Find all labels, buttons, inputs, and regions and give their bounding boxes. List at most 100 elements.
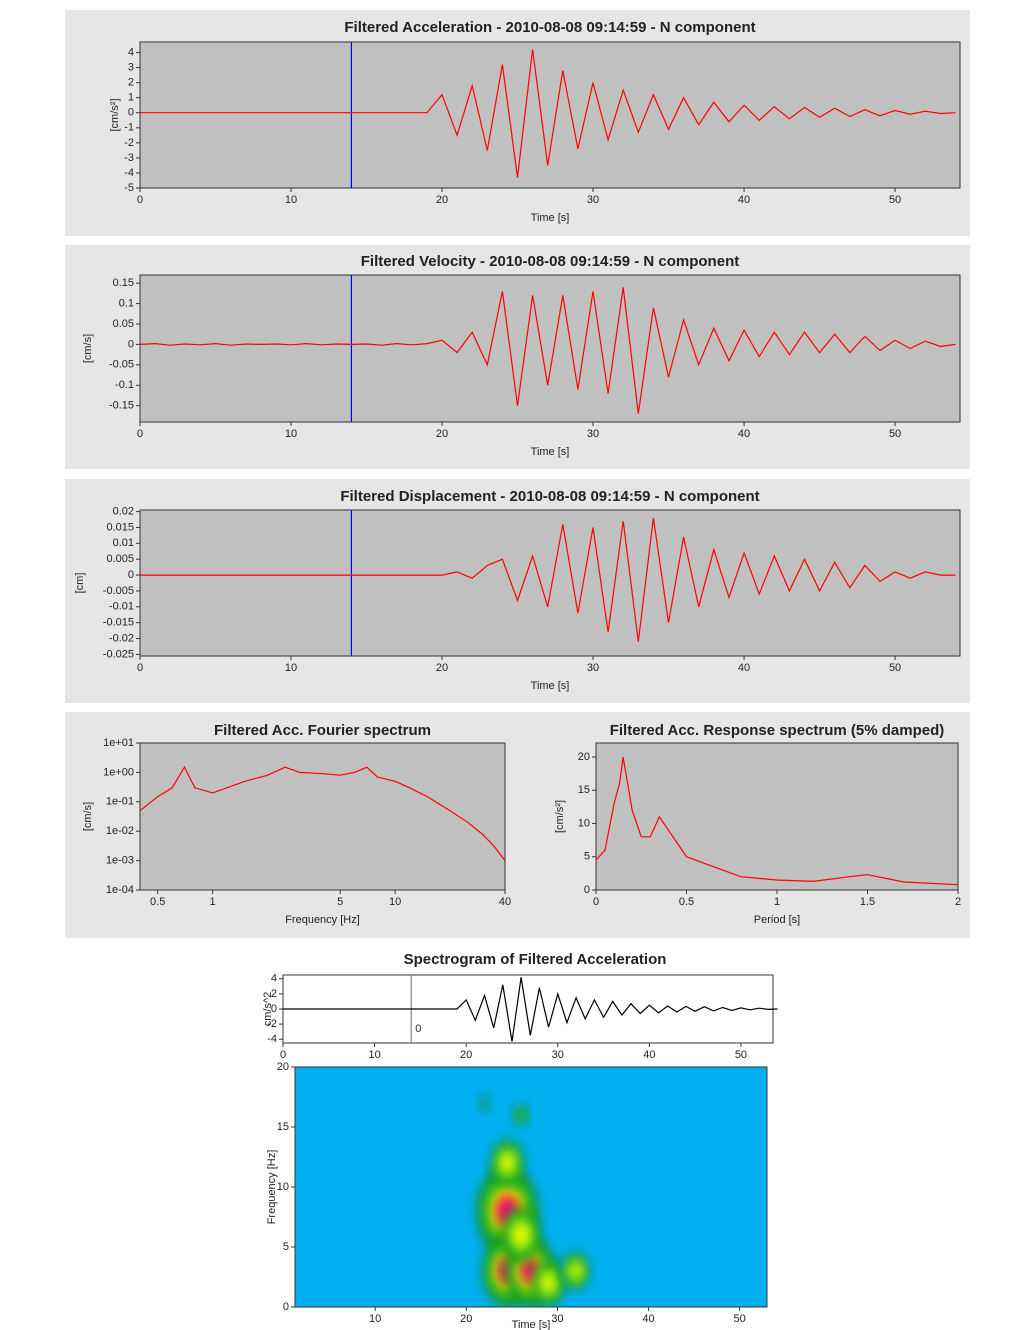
y-tick-label: 0.005: [106, 553, 134, 565]
plot-area: [595, 742, 959, 891]
x-tick-label: 50: [889, 194, 901, 206]
y-tick-label: 5: [584, 851, 590, 863]
y-axis-label: cm/s^2: [262, 992, 274, 1027]
x-tick-label: 10: [389, 896, 401, 908]
y-tick-label: 0.02: [113, 505, 134, 517]
y-tick-label: 2: [128, 77, 134, 89]
x-axis-label: Time [s]: [531, 446, 570, 458]
y-tick-label: 15: [277, 1121, 289, 1133]
y-tick-label: 0.1: [119, 297, 134, 309]
y-tick-label: 0: [271, 1003, 277, 1015]
x-tick-label: 10: [368, 1049, 380, 1061]
data-line: [283, 977, 778, 1042]
x-tick-label: 40: [643, 1049, 655, 1061]
x-tick-label: 2: [955, 896, 961, 908]
x-tick-label: 0: [593, 896, 599, 908]
y-tick-label: 1e-01: [106, 796, 134, 808]
y-tick-label: -2: [124, 137, 134, 149]
x-tick-label: 40: [499, 896, 511, 908]
x-tick-label: 1.5: [860, 896, 875, 908]
x-tick-label: 0: [137, 194, 143, 206]
y-tick-label: 20: [578, 751, 590, 763]
chart-title: Filtered Acc. Response spectrum (5% damp…: [610, 722, 945, 739]
y-axis-label: [cm/s²]: [554, 800, 566, 833]
x-tick-label: 0.5: [150, 896, 165, 908]
x-tick-label: 10: [285, 662, 297, 674]
y-tick-label: 0: [128, 107, 134, 119]
x-tick-label: 50: [735, 1049, 747, 1061]
x-axis-label: Time [s]: [531, 680, 570, 692]
x-tick-label: 0: [280, 1049, 286, 1061]
data-line: [140, 49, 956, 178]
chart-title: Spectrogram of Filtered Acceleration: [404, 951, 667, 968]
y-tick-label: 5: [283, 1241, 289, 1253]
heat-spot: [516, 1107, 526, 1123]
y-tick-label: 0: [128, 338, 134, 350]
heatmap-layer: [477, 1096, 588, 1307]
y-tick-label: 4: [128, 46, 134, 58]
y-tick-label: 1: [128, 92, 134, 104]
x-axis-label: Time [s]: [531, 212, 570, 224]
x-tick-label: 50: [889, 428, 901, 440]
x-tick-label: 5: [337, 896, 343, 908]
y-axis-label: [cm/s²]: [109, 99, 121, 132]
plot-area: [139, 742, 506, 891]
x-tick-label: 20: [436, 194, 448, 206]
y-tick-label: 1e-04: [106, 884, 134, 896]
y-tick-label: 0.01: [113, 537, 134, 549]
y-tick-label: -3: [124, 152, 134, 164]
x-tick-label: 30: [587, 428, 599, 440]
plot-area: [139, 509, 961, 657]
heat-spot: [499, 1150, 516, 1176]
y-tick-label: 15: [578, 784, 590, 796]
heat-spot: [540, 1270, 557, 1296]
y-axis-label: [cm/s]: [82, 334, 94, 363]
y-tick-label: -4: [267, 1033, 277, 1045]
x-tick-label: 10: [369, 1313, 381, 1325]
y-tick-label: -0.01: [109, 601, 134, 613]
chart-title: Filtered Displacement - 2010-08-08 09:14…: [340, 488, 759, 505]
y-tick-label: 10: [277, 1181, 289, 1193]
y-tick-label: 1e+01: [103, 737, 134, 749]
x-axis-label: Time [s]: [512, 1319, 551, 1330]
x-tick-label: 30: [587, 662, 599, 674]
x-tick-label: 30: [552, 1049, 564, 1061]
chart-title: Filtered Acceleration - 2010-08-08 09:14…: [344, 19, 755, 36]
y-tick-label: 1e-03: [106, 855, 134, 867]
chart-title: Filtered Velocity - 2010-08-08 09:14:59 …: [361, 253, 739, 270]
y-tick-label: -0.015: [103, 617, 134, 629]
y-tick-label: 0: [283, 1301, 289, 1313]
y-tick-label: 0.05: [113, 318, 134, 330]
x-tick-label: 0: [137, 428, 143, 440]
y-tick-label: 0: [128, 569, 134, 581]
x-tick-label: 40: [738, 428, 750, 440]
marker-label: 0: [415, 1023, 421, 1035]
y-axis-label: [cm]: [74, 573, 86, 594]
y-tick-label: -4: [124, 167, 134, 179]
x-tick-label: 1: [774, 896, 780, 908]
heat-spot: [511, 1220, 531, 1250]
y-tick-label: 10: [578, 817, 590, 829]
x-tick-label: 20: [436, 428, 448, 440]
y-tick-label: -0.05: [109, 359, 134, 371]
y-tick-label: -1: [124, 122, 134, 134]
x-tick-label: 10: [285, 194, 297, 206]
y-tick-label: 4: [271, 973, 277, 985]
x-tick-label: 30: [551, 1313, 563, 1325]
data-line: [140, 517, 956, 642]
y-tick-label: 0.15: [113, 277, 134, 289]
data-line: [139, 287, 956, 414]
y-tick-label: -0.025: [103, 648, 134, 660]
y-tick-label: -0.1: [115, 379, 134, 391]
y-tick-label: 0.015: [106, 521, 134, 533]
x-tick-label: 20: [460, 1049, 472, 1061]
plot-area: [139, 41, 961, 189]
y-tick-label: 1e-02: [106, 825, 134, 837]
x-axis-label: Frequency [Hz]: [285, 914, 360, 926]
y-tick-label: -0.15: [109, 400, 134, 412]
data-line: [595, 756, 959, 886]
y-tick-label: -2: [267, 1018, 277, 1030]
heat-spot: [569, 1261, 583, 1281]
